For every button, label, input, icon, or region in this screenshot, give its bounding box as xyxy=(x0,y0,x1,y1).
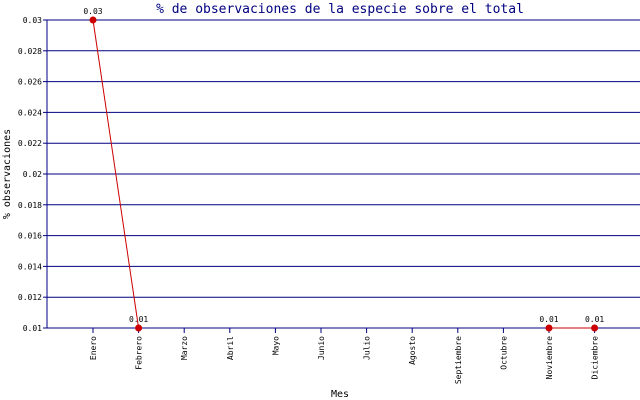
x-axis-label: Mes xyxy=(331,389,349,400)
grid xyxy=(43,19,640,333)
x-tick-label: Agosto xyxy=(408,336,417,365)
y-tick-label: 0.018 xyxy=(18,201,42,210)
y-axis-label: % observaciones xyxy=(2,129,13,219)
x-tick-label: Septiembre xyxy=(454,336,463,384)
data-label: 0.01 xyxy=(585,315,604,324)
x-tick-label: Julio xyxy=(363,336,372,360)
y-tick-label: 0.02 xyxy=(23,170,42,179)
data-point xyxy=(89,16,97,24)
y-tick-label: 0.014 xyxy=(18,262,42,271)
x-axis-tick-labels: Enero Febrero Marzo Abril Mayo Junio Julio Agos… xyxy=(89,336,600,384)
data-point xyxy=(545,324,553,332)
x-tick-label: Junio xyxy=(317,336,326,360)
x-tick-label: Febrero xyxy=(135,336,144,370)
y-tick-label: 0.012 xyxy=(18,293,42,302)
y-axis-tick-labels: 0.01 0.012 0.014 0.016 0.018 0.02 0.022 0.024 0.… xyxy=(18,16,42,333)
series-line xyxy=(92,19,595,329)
y-tick-label: 0.024 xyxy=(18,108,42,117)
chart-title: % de observaciones de la especie sobre e… xyxy=(156,2,524,17)
data-label: 0.01 xyxy=(539,315,558,324)
y-tick-label: 0.026 xyxy=(18,78,42,87)
x-tick-label: Octubre xyxy=(499,336,508,370)
y-tick-label: 0.022 xyxy=(18,139,42,148)
y-tick-label: 0.028 xyxy=(18,47,42,56)
data-labels: 0.03 0.01 0.01 0.01 xyxy=(83,7,604,324)
data-point xyxy=(135,324,143,332)
y-tick-label: 0.03 xyxy=(23,16,42,25)
data-point xyxy=(591,324,599,332)
x-tick-label: Diciembre xyxy=(591,336,600,380)
series-segment xyxy=(92,19,140,329)
data-label: 0.01 xyxy=(129,315,148,324)
y-tick-label: 0.01 xyxy=(23,324,42,333)
y-tick-label: 0.016 xyxy=(18,232,42,241)
x-tick-label: Marzo xyxy=(180,336,189,360)
data-label: 0.03 xyxy=(83,7,102,16)
series-points xyxy=(89,16,599,332)
x-tick-label: Enero xyxy=(89,336,98,360)
x-tick-label: Noviembre xyxy=(545,336,554,380)
x-tick-label: Mayo xyxy=(271,336,280,355)
x-tick-label: Abril xyxy=(226,336,235,360)
